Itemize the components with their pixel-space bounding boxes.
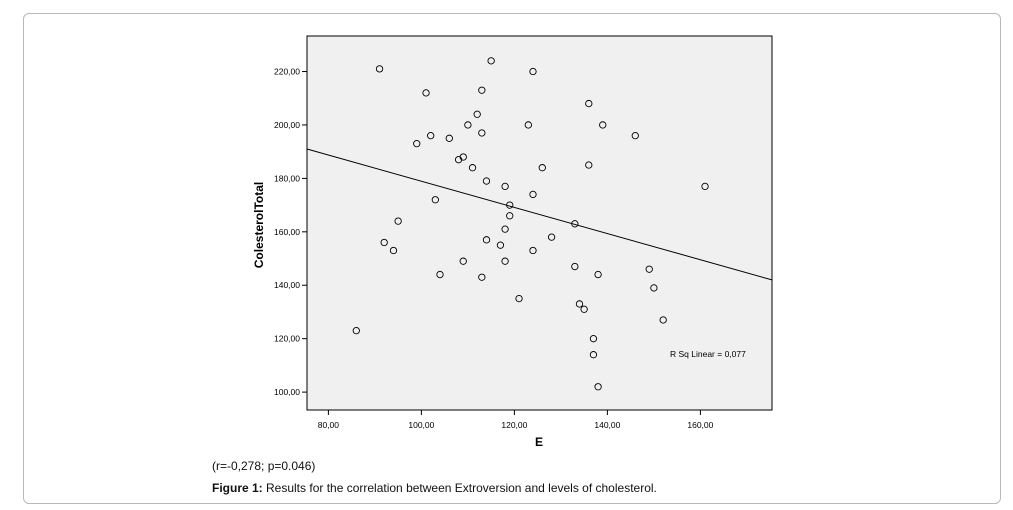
- data-point: [506, 212, 514, 220]
- data-point: [571, 262, 579, 271]
- data-point: [589, 335, 598, 343]
- data-point: [478, 129, 486, 137]
- y-tick-label: 140,00: [274, 280, 300, 290]
- data-point: [701, 182, 709, 191]
- data-point: [445, 134, 453, 142]
- correlation-stats: (r=-0,278; p=0.046): [212, 459, 316, 473]
- data-point: [599, 121, 607, 129]
- data-point: [501, 257, 509, 265]
- data-point: [589, 351, 598, 359]
- x-tick-label: 140,00: [594, 420, 620, 430]
- data-point: [496, 241, 505, 249]
- data-point: [529, 190, 537, 199]
- data-point: [585, 161, 593, 169]
- data-point: [547, 233, 556, 241]
- data-point: [580, 305, 588, 313]
- data-point: [650, 284, 658, 292]
- data-point: [389, 246, 398, 255]
- data-point: [459, 257, 467, 265]
- data-point: [431, 196, 439, 204]
- data-point: [487, 57, 495, 65]
- x-axis-title: E: [535, 435, 543, 449]
- data-point: [585, 99, 593, 108]
- y-tick-label: 160,00: [274, 227, 300, 237]
- data-point: [436, 270, 444, 279]
- x-tick-label: 160,00: [687, 420, 713, 430]
- data-point: [464, 121, 472, 129]
- r-squared-annotation: R Sq Linear = 0,077: [670, 349, 746, 359]
- data-point: [594, 270, 602, 279]
- data-point: [413, 140, 421, 148]
- figure-caption: Figure 1: Results for the correlation be…: [212, 481, 657, 495]
- data-point: [468, 164, 477, 172]
- data-point: [501, 182, 509, 191]
- data-point: [473, 110, 481, 118]
- x-tick-label: 100,00: [408, 420, 434, 430]
- data-point: [459, 153, 467, 161]
- data-point: [422, 89, 430, 97]
- x-tick-label: 80,00: [318, 420, 340, 430]
- data-point: [501, 225, 509, 233]
- y-tick-label: 180,00: [274, 173, 300, 183]
- data-point: [631, 131, 639, 140]
- data-point: [645, 265, 653, 273]
- y-tick-label: 220,00: [274, 67, 300, 77]
- data-point: [482, 236, 491, 244]
- data-point: [529, 67, 537, 76]
- data-point: [352, 327, 360, 335]
- y-axis: 100,00 120,00 140,00 160,00 180,00 200,00 220,…: [274, 67, 307, 397]
- data-point: [659, 316, 667, 324]
- data-point: [478, 273, 486, 281]
- y-tick-label: 200,00: [274, 120, 300, 130]
- caption-label: Figure 1:: [212, 481, 263, 495]
- data-point: [515, 294, 523, 303]
- data-point: [575, 300, 584, 308]
- y-tick-label: 120,00: [274, 334, 300, 344]
- plot-area: [306, 35, 773, 411]
- data-point: [524, 121, 532, 129]
- data-point: [375, 65, 384, 73]
- data-point: [482, 177, 491, 185]
- data-point: [478, 86, 486, 94]
- y-tick-label: 100,00: [274, 387, 300, 397]
- data-point: [538, 164, 546, 172]
- data-point: [427, 131, 435, 140]
- data-point: [394, 217, 402, 225]
- data-point: [594, 383, 602, 391]
- regression-line: [306, 148, 773, 281]
- y-axis-title: ColesterolTotal: [252, 182, 266, 268]
- x-axis: 80,00 100,00 120,00 140,00 160,00: [318, 410, 714, 430]
- caption-text: Results for the correlation between Extr…: [262, 481, 657, 495]
- data-points: [352, 57, 709, 391]
- x-tick-label: 120,00: [501, 420, 527, 430]
- data-point: [529, 246, 537, 255]
- data-point: [380, 238, 388, 247]
